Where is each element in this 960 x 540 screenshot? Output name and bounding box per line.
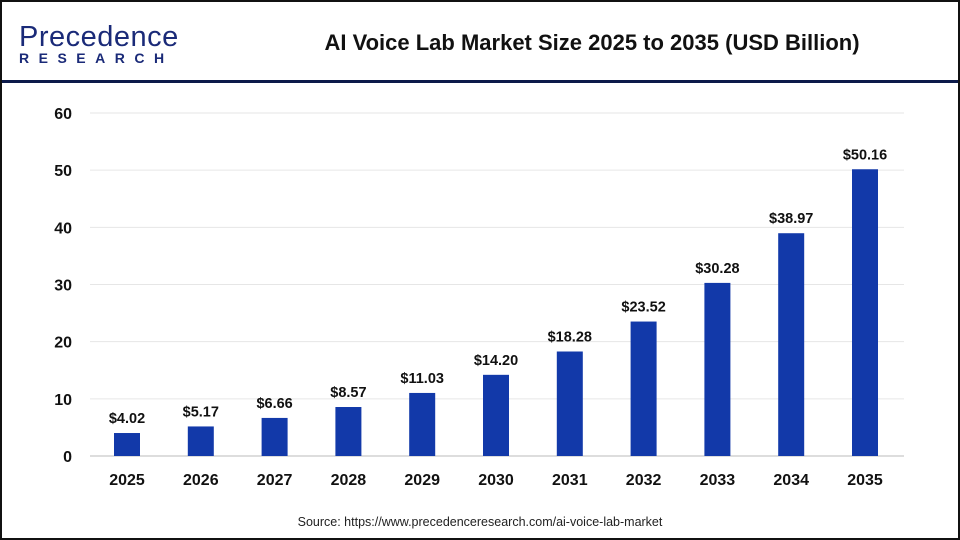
- data-label: $23.52: [621, 300, 665, 316]
- x-tick-label: 2032: [626, 472, 662, 489]
- bar: [187, 426, 214, 456]
- x-tick-label: 2030: [478, 472, 514, 489]
- x-tick-label: 2035: [847, 472, 883, 489]
- x-tick-label: 2034: [773, 472, 809, 489]
- source-text: Source: https://www.precedenceresearch.c…: [297, 515, 663, 529]
- data-label: $50.16: [843, 147, 887, 163]
- y-tick-label: 30: [54, 278, 72, 295]
- y-tick-label: 40: [54, 220, 72, 237]
- x-tick-label: 2026: [183, 472, 219, 489]
- bar: [704, 282, 731, 456]
- y-tick-label: 10: [54, 392, 72, 409]
- bar: [630, 321, 657, 456]
- y-tick-label: 20: [54, 335, 72, 352]
- bar: [852, 169, 878, 456]
- bar: [778, 233, 805, 456]
- data-label: $38.97: [769, 211, 813, 227]
- data-label: $8.57: [330, 385, 366, 401]
- data-label: $18.28: [548, 329, 592, 345]
- x-tick-label: 2029: [404, 472, 440, 489]
- x-tick-label: 2033: [700, 472, 736, 489]
- precedence-research-logo: Precedence RESEARCH: [19, 22, 179, 66]
- data-label: $11.03: [400, 371, 444, 387]
- bar: [483, 374, 509, 456]
- bar: [556, 351, 583, 456]
- x-tick-label: 2025: [109, 472, 145, 489]
- bar: [114, 433, 140, 456]
- chart-title: AI Voice Lab Market Size 2025 to 2035 (U…: [324, 30, 860, 55]
- y-tick-label: 50: [54, 163, 72, 180]
- x-tick-label: 2027: [257, 472, 293, 489]
- x-tick-label: 2031: [552, 472, 588, 489]
- logo-text: Precedence: [19, 21, 179, 53]
- logo-subtext: RESEARCH: [19, 50, 174, 66]
- bar: [261, 417, 288, 456]
- bar: [335, 407, 362, 456]
- y-tick-label: 60: [54, 106, 72, 123]
- data-label: $30.28: [695, 261, 739, 277]
- data-label: $6.66: [256, 396, 292, 412]
- header: Precedence RESEARCH AI Voice Lab Market …: [2, 2, 958, 83]
- x-tick-label: 2028: [331, 472, 367, 489]
- data-label: $5.17: [183, 404, 219, 420]
- y-tick-label: 0: [63, 449, 72, 466]
- bar: [409, 392, 436, 456]
- data-label: $14.20: [474, 353, 518, 369]
- data-label: $4.02: [109, 411, 145, 427]
